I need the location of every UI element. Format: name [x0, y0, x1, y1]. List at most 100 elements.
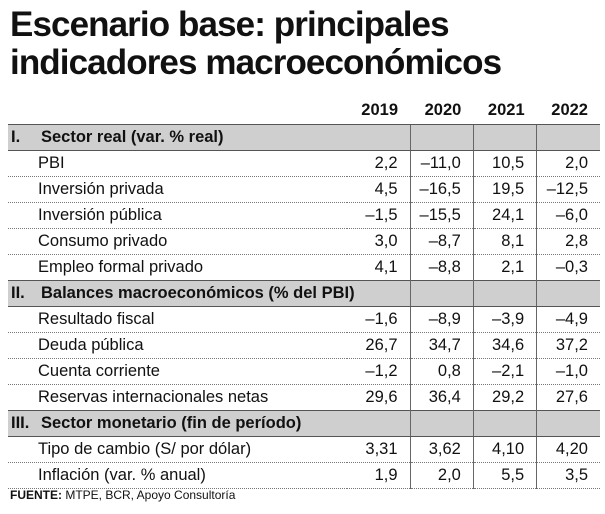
header-blank: [8, 97, 347, 125]
table-row: Consumo privado 3,0 –8,7 8,1 2,8: [8, 228, 600, 255]
section-filler-cell: [536, 410, 600, 437]
year-header: 2021: [487, 101, 525, 119]
section-filler-cell: [472, 280, 537, 307]
table-row: Inflación (var. % anual) 1,9 2,0 5,5 3,5: [8, 462, 600, 489]
value-cell: 8,1: [472, 228, 537, 255]
value-cell: –1,5: [346, 202, 411, 229]
section-header-row: II. Balances macroeconómicos (% del PBI): [8, 280, 600, 307]
value-cell: 19,5: [472, 176, 537, 203]
value-cell: 2,8: [536, 228, 600, 255]
value-cell: –1,6: [346, 306, 411, 333]
table-row: Inversión privada 4,5 –16,5 19,5 –12,5: [8, 176, 600, 203]
section-name: Sector monetario (fin de período): [41, 414, 302, 432]
table-row: Deuda pública 26,7 34,7 34,6 37,2: [8, 332, 600, 359]
section-header-row: III. Sector monetario (fin de período): [8, 410, 600, 437]
value-cell: –1,0: [536, 358, 600, 385]
title-line-1: Escenario base: principales: [10, 5, 450, 44]
value-cell: –1,2: [346, 358, 411, 385]
value-cell: 2,0: [536, 150, 600, 177]
table-row: Inversión pública –1,5 –15,5 24,1 –6,0: [8, 202, 600, 229]
value-cell: 3,5: [536, 462, 600, 489]
section-filler-cell: [536, 280, 600, 307]
section-filler-cell: [472, 410, 537, 437]
year-header: 2020: [424, 101, 462, 119]
row-label: Resultado fiscal: [8, 306, 347, 333]
row-label: Tipo de cambio (S/ por dólar): [8, 436, 347, 463]
value-cell: –8,9: [409, 306, 474, 333]
section-number: I.: [11, 128, 21, 146]
value-cell: 0,8: [409, 358, 474, 385]
value-cell: 4,10: [472, 436, 537, 463]
value-cell: –15,5: [409, 202, 474, 229]
row-label: Cuenta corriente: [8, 358, 347, 385]
row-label: Consumo privado: [8, 228, 347, 255]
table-row: Tipo de cambio (S/ por dólar) 3,31 3,62 4,1…: [8, 436, 600, 463]
row-label: Inversión privada: [8, 176, 347, 203]
value-cell: 2,2: [346, 150, 411, 177]
value-cell: 3,62: [409, 436, 474, 463]
value-cell: 2,0: [409, 462, 474, 489]
section-name: Sector real (var. % real): [41, 128, 224, 146]
value-cell: 34,6: [472, 332, 537, 359]
row-label: Inversión pública: [8, 202, 347, 229]
value-cell: 4,5: [346, 176, 411, 203]
section-title: I. Sector real (var. % real): [8, 124, 411, 151]
table-row: Empleo formal privado 4,1 –8,8 2,1 –0,3: [8, 254, 600, 281]
value-cell: 29,2: [472, 384, 537, 411]
section-name: Balances macroeconómicos (% del PBI): [41, 284, 355, 302]
value-cell: –4,9: [536, 306, 600, 333]
value-cell: 3,0: [346, 228, 411, 255]
value-cell: –8,8: [409, 254, 474, 281]
row-label: Inflación (var. % anual): [8, 462, 347, 489]
value-cell: 26,7: [346, 332, 411, 359]
section-filler-cell: [409, 410, 474, 437]
value-cell: 1,9: [346, 462, 411, 489]
row-label: PBI: [8, 150, 347, 177]
year-header: 2019: [361, 101, 399, 119]
section-title: III. Sector monetario (fin de período): [8, 410, 411, 437]
value-cell: 4,20: [536, 436, 600, 463]
value-cell: –0,3: [536, 254, 600, 281]
section-filler-cell: [472, 124, 537, 151]
value-cell: 34,7: [409, 332, 474, 359]
source-text: MTPE, BCR, Apoyo Consultoría: [62, 488, 236, 502]
row-label: Deuda pública: [8, 332, 347, 359]
value-cell: 37,2: [536, 332, 600, 359]
table-row: Cuenta corriente –1,2 0,8 –2,1 –1,0: [8, 358, 600, 385]
value-cell: 4,1: [346, 254, 411, 281]
value-cell: –6,0: [536, 202, 600, 229]
value-cell: 3,31: [346, 436, 411, 463]
header-row: 2019 2020 2021 2022: [8, 97, 600, 125]
value-cell: 29,6: [346, 384, 411, 411]
indicators-table: 2019 2020 2021 2022 I. Sector real (var. % re…: [8, 97, 600, 489]
table-row: Reservas internacionales netas 29,6 36,4 29…: [8, 384, 600, 411]
source-label: FUENTE:: [10, 488, 62, 502]
table-row: PBI 2,2 –11,0 10,5 2,0: [8, 150, 600, 177]
value-cell: –12,5: [536, 176, 600, 203]
section-number: II.: [11, 284, 25, 302]
source-note: FUENTE: MTPE, BCR, Apoyo Consultoría: [10, 488, 235, 502]
value-cell: 10,5: [472, 150, 537, 177]
value-cell: 36,4: [409, 384, 474, 411]
section-title: II. Balances macroeconómicos (% del PBI): [8, 280, 411, 307]
value-cell: 5,5: [472, 462, 537, 489]
row-label: Reservas internacionales netas: [8, 384, 347, 411]
section-filler-cell: [409, 124, 474, 151]
value-cell: –16,5: [409, 176, 474, 203]
value-cell: 27,6: [536, 384, 600, 411]
page-title: Escenario base: principales indicadores …: [10, 6, 600, 82]
section-filler-cell: [409, 280, 474, 307]
value-cell: 2,1: [472, 254, 537, 281]
table-row: Resultado fiscal –1,6 –8,9 –3,9 –4,9: [8, 306, 600, 333]
section-filler-cell: [536, 124, 600, 151]
row-label: Empleo formal privado: [8, 254, 347, 281]
year-header: 2022: [551, 101, 588, 119]
value-cell: –2,1: [472, 358, 537, 385]
value-cell: –8,7: [409, 228, 474, 255]
value-cell: –3,9: [472, 306, 537, 333]
section-header-row: I. Sector real (var. % real): [8, 124, 600, 151]
value-cell: 24,1: [472, 202, 537, 229]
title-line-2: indicadores macroeconómicos: [10, 43, 502, 82]
section-number: III.: [11, 414, 30, 432]
